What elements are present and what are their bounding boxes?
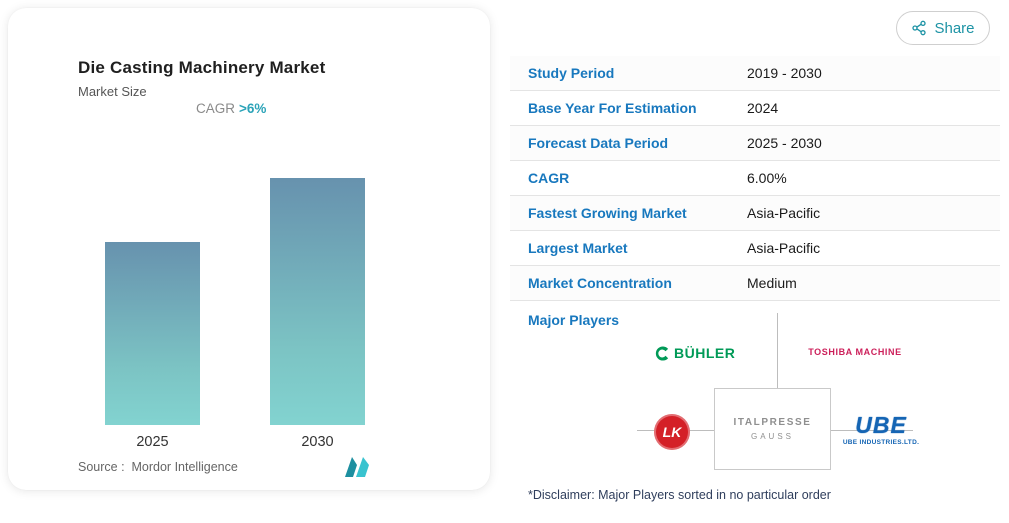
ube-subtext: UBE INDUSTRIES.LTD. xyxy=(842,439,920,446)
connector-line xyxy=(831,430,913,431)
buhler-wordmark: BÜHLER xyxy=(674,345,736,361)
market-chart-card: Die Casting Machinery Market Market Size… xyxy=(8,8,490,490)
gauss-wordmark: GAUSS xyxy=(750,432,794,441)
x-axis-label: 2025 xyxy=(136,434,169,450)
share-label: Share xyxy=(934,19,975,37)
chart-title: Die Casting Machinery Market xyxy=(78,58,326,77)
table-row: Fastest Growing Market Asia-Pacific xyxy=(510,196,1000,231)
chart-subtitle: Market Size xyxy=(78,84,147,99)
italpresse-wordmark: ITALPRESSE xyxy=(733,417,812,428)
table-row: Forecast Data Period 2025 - 2030 xyxy=(510,126,1000,161)
major-players-diagram: BÜHLER TOSHIBA MACHINE LK ITALPRESSE GAU… xyxy=(630,305,920,477)
stat-label: Base Year For Estimation xyxy=(528,100,697,116)
market-stats-table: Study Period 2019 - 2030 Base Year For E… xyxy=(510,56,1000,301)
italpresse-gauss-logo: ITALPRESSE GAUSS xyxy=(714,388,831,470)
stat-value: 6.00% xyxy=(747,170,787,186)
bar-group-2025: 2025 xyxy=(105,242,200,450)
connector-line xyxy=(777,313,778,389)
cagr-label: CAGR xyxy=(196,101,236,116)
table-row: CAGR 6.00% xyxy=(510,161,1000,196)
lk-logo: LK xyxy=(654,414,690,450)
mordor-intelligence-logo xyxy=(345,457,369,477)
chart-bar xyxy=(270,178,365,425)
chart-bar xyxy=(105,242,200,425)
stat-value: Asia-Pacific xyxy=(747,205,821,221)
source-note: Source : Mordor Intelligence xyxy=(78,460,238,474)
stat-label: Study Period xyxy=(528,65,615,81)
cagr-annotation: CAGR >6% xyxy=(196,101,266,116)
cagr-value: >6% xyxy=(239,101,267,116)
stat-label: Largest Market xyxy=(528,240,628,256)
table-row: Study Period 2019 - 2030 xyxy=(510,56,1000,91)
major-players-label: Major Players xyxy=(528,312,620,328)
table-row: Market Concentration Medium xyxy=(510,266,1000,301)
stat-value: 2019 - 2030 xyxy=(747,65,822,81)
share-button[interactable]: Share xyxy=(896,11,990,45)
stat-value: 2024 xyxy=(747,100,779,116)
lk-wordmark: LK xyxy=(662,424,682,440)
stat-label: CAGR xyxy=(528,170,570,186)
ube-wordmark: UBE xyxy=(855,412,907,438)
stat-label: Forecast Data Period xyxy=(528,135,669,151)
buhler-logo: BÜHLER xyxy=(655,345,765,361)
x-axis-label: 2030 xyxy=(301,434,334,450)
ube-logo: UBE UBE INDUSTRIES.LTD. xyxy=(842,412,920,447)
disclaimer-text: *Disclaimer: Major Players sorted in no … xyxy=(528,488,831,502)
stat-label: Fastest Growing Market xyxy=(528,205,687,221)
stat-value: Asia-Pacific xyxy=(747,240,821,256)
stat-value: 2025 - 2030 xyxy=(747,135,822,151)
share-icon xyxy=(912,20,927,36)
buhler-mark-icon xyxy=(655,345,669,361)
table-row: Base Year For Estimation 2024 xyxy=(510,91,1000,126)
toshiba-machine-logo: TOSHIBA MACHINE xyxy=(808,347,902,357)
bar-group-2030: 2030 xyxy=(270,178,365,450)
table-row: Largest Market Asia-Pacific xyxy=(510,231,1000,266)
stat-value: Medium xyxy=(747,275,797,291)
stat-label: Market Concentration xyxy=(528,275,672,291)
